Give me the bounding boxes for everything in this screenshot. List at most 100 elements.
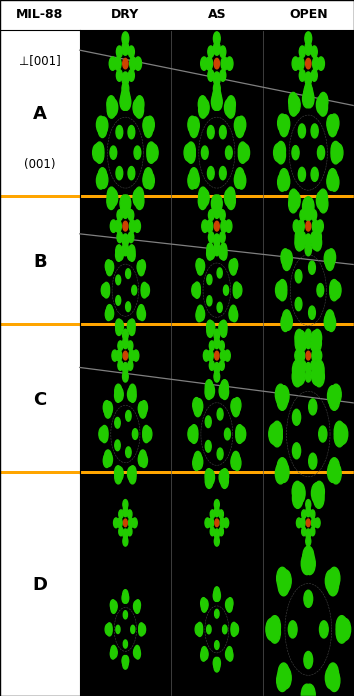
Circle shape (306, 221, 311, 231)
Circle shape (310, 510, 315, 519)
Circle shape (135, 649, 141, 659)
Circle shape (279, 462, 289, 482)
Circle shape (233, 285, 240, 299)
Circle shape (206, 220, 213, 232)
Circle shape (115, 388, 121, 402)
Circle shape (209, 361, 214, 370)
Circle shape (122, 244, 129, 256)
Circle shape (312, 350, 318, 361)
Circle shape (330, 284, 338, 301)
Circle shape (187, 146, 195, 164)
Circle shape (110, 649, 116, 659)
Circle shape (219, 383, 227, 398)
Circle shape (109, 99, 118, 116)
Circle shape (235, 284, 242, 296)
Circle shape (334, 421, 345, 442)
Circle shape (99, 117, 108, 134)
Circle shape (138, 402, 145, 416)
Circle shape (238, 142, 247, 159)
Circle shape (300, 209, 306, 221)
Circle shape (133, 647, 139, 658)
Circle shape (269, 424, 279, 444)
Circle shape (122, 338, 128, 349)
Circle shape (201, 598, 206, 609)
Circle shape (208, 321, 215, 334)
Circle shape (205, 473, 213, 489)
Circle shape (139, 404, 146, 418)
Circle shape (320, 621, 328, 638)
Circle shape (220, 518, 225, 528)
Circle shape (325, 253, 334, 271)
Circle shape (143, 284, 149, 296)
Circle shape (306, 371, 311, 382)
Circle shape (96, 172, 105, 189)
Circle shape (107, 101, 116, 118)
Circle shape (129, 248, 135, 261)
Circle shape (329, 670, 340, 692)
Circle shape (122, 329, 128, 340)
Circle shape (128, 361, 133, 370)
Circle shape (305, 32, 312, 45)
Bar (80, 30, 354, 198)
Circle shape (295, 329, 304, 347)
Bar (80, 198, 354, 326)
Circle shape (289, 189, 298, 207)
Circle shape (219, 321, 225, 334)
Circle shape (224, 99, 233, 116)
Circle shape (219, 246, 225, 259)
Circle shape (149, 144, 158, 161)
Circle shape (116, 350, 122, 361)
Circle shape (129, 70, 135, 81)
Circle shape (213, 195, 222, 212)
Circle shape (209, 232, 214, 243)
Circle shape (143, 171, 152, 189)
Circle shape (117, 209, 122, 221)
Circle shape (305, 90, 314, 108)
Circle shape (198, 260, 205, 273)
Circle shape (215, 658, 221, 669)
Circle shape (133, 189, 142, 206)
Circle shape (129, 384, 136, 398)
Circle shape (314, 366, 324, 387)
Circle shape (208, 246, 215, 259)
Circle shape (305, 198, 314, 216)
Circle shape (116, 70, 122, 81)
Circle shape (123, 529, 128, 539)
Circle shape (231, 309, 238, 322)
Circle shape (138, 263, 144, 276)
Circle shape (210, 510, 215, 519)
Circle shape (143, 429, 150, 443)
Circle shape (306, 363, 311, 374)
Circle shape (226, 101, 235, 118)
Circle shape (115, 470, 122, 484)
Bar (0, 30, 80, 198)
Circle shape (188, 427, 195, 441)
Circle shape (98, 120, 107, 138)
Circle shape (295, 350, 301, 361)
Circle shape (128, 125, 135, 139)
Circle shape (277, 567, 288, 590)
Circle shape (311, 232, 320, 250)
Circle shape (217, 448, 223, 460)
Circle shape (133, 601, 139, 612)
Circle shape (195, 624, 201, 635)
Circle shape (147, 146, 155, 164)
Circle shape (101, 429, 108, 443)
Circle shape (224, 428, 230, 440)
Circle shape (109, 57, 116, 70)
Circle shape (219, 527, 223, 536)
Circle shape (329, 458, 339, 478)
Circle shape (107, 96, 115, 113)
Circle shape (301, 684, 313, 696)
Circle shape (190, 425, 198, 440)
Circle shape (129, 319, 135, 331)
Circle shape (301, 341, 306, 351)
Circle shape (116, 275, 121, 285)
Circle shape (305, 196, 312, 209)
Circle shape (123, 640, 127, 648)
Circle shape (197, 306, 204, 318)
Circle shape (95, 146, 104, 164)
Circle shape (137, 261, 143, 274)
Circle shape (143, 117, 152, 134)
Circle shape (291, 96, 300, 114)
